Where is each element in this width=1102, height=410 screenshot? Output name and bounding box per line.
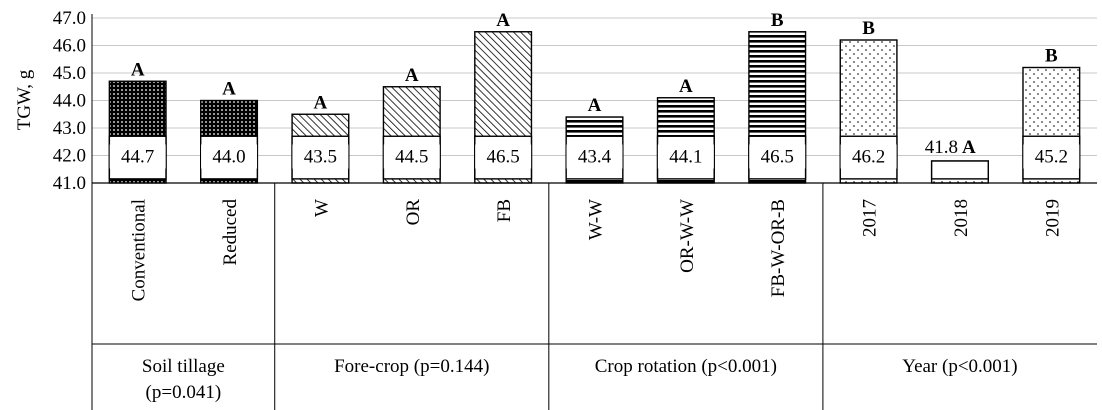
value-label: 44.7 (121, 147, 154, 168)
category-label: W (311, 199, 332, 217)
significance-letter: A (405, 65, 419, 86)
category-label: OR-W-W (677, 199, 698, 273)
value-label-box (201, 144, 258, 169)
value-label: 44.5 (395, 147, 428, 168)
significance-letter: A (588, 95, 602, 116)
bar-base-band (930, 160, 989, 180)
y-tick-label: 44.0 (53, 91, 86, 112)
significance-letter: B (1045, 46, 1058, 67)
category-label: W-W (586, 199, 607, 240)
significance-letter: A (222, 79, 236, 100)
value-label: 46.5 (761, 147, 794, 168)
category-label: FB-W-OR-B (768, 199, 789, 297)
group-label: Fore-crop (p=0.144) (334, 356, 489, 377)
value-label-box (383, 144, 440, 169)
significance-letter: A (496, 10, 510, 31)
value-label: 46.2 (852, 147, 885, 168)
value-label: 44.1 (669, 147, 702, 168)
significance-letter: A (131, 59, 145, 80)
value-label-box (109, 144, 166, 169)
category-label: 2017 (860, 199, 881, 237)
value-label-box (475, 144, 532, 169)
value-label-box (840, 144, 897, 169)
significance-letter: B (862, 18, 875, 39)
significance-letter: A (679, 76, 693, 97)
value-label-box (749, 144, 806, 169)
y-axis-label: TGW, g (14, 69, 35, 130)
value-label-box (292, 144, 349, 169)
y-tick-label: 47.0 (53, 8, 86, 29)
value-label: 43.4 (578, 147, 612, 168)
value-label: 46.5 (487, 147, 520, 168)
labels: 41.0 42.0 43.0 44.0 45.0 46.0 47.0 44.7 A Convent… (53, 8, 1080, 403)
y-tick-label: 41.0 (53, 173, 86, 194)
category-label: FB (494, 199, 515, 222)
group-label: Soil tillage (p=0.041) (142, 356, 225, 403)
y-tick-label: 42.0 (53, 146, 86, 167)
value-label-box (657, 144, 714, 169)
value-label-box (566, 144, 623, 169)
category-label: Conventional (129, 199, 150, 301)
group-label: Crop rotation (p<0.001) (595, 356, 777, 377)
category-label: 2019 (1042, 199, 1063, 237)
value-label: 43.5 (304, 147, 337, 168)
category-label: OR (403, 199, 424, 226)
group-label: Year (p<0.001) (902, 356, 1017, 377)
gridlines (92, 17, 1097, 156)
significance-letter: A (314, 92, 328, 113)
axes (91, 14, 1097, 410)
significance-letter: B (771, 10, 784, 31)
category-label: Reduced (220, 199, 241, 266)
significance-letter: A (962, 137, 976, 158)
value-label: 45.2 (1035, 147, 1068, 168)
category-label: 2018 (951, 199, 972, 237)
value-label: 41.8 (925, 137, 958, 158)
y-tick-label: 46.0 (53, 36, 86, 57)
y-tick-label: 43.0 (53, 118, 86, 139)
y-tick-label: 45.0 (53, 63, 86, 84)
value-label: 44.0 (212, 147, 245, 168)
value-label-box (1023, 144, 1080, 169)
